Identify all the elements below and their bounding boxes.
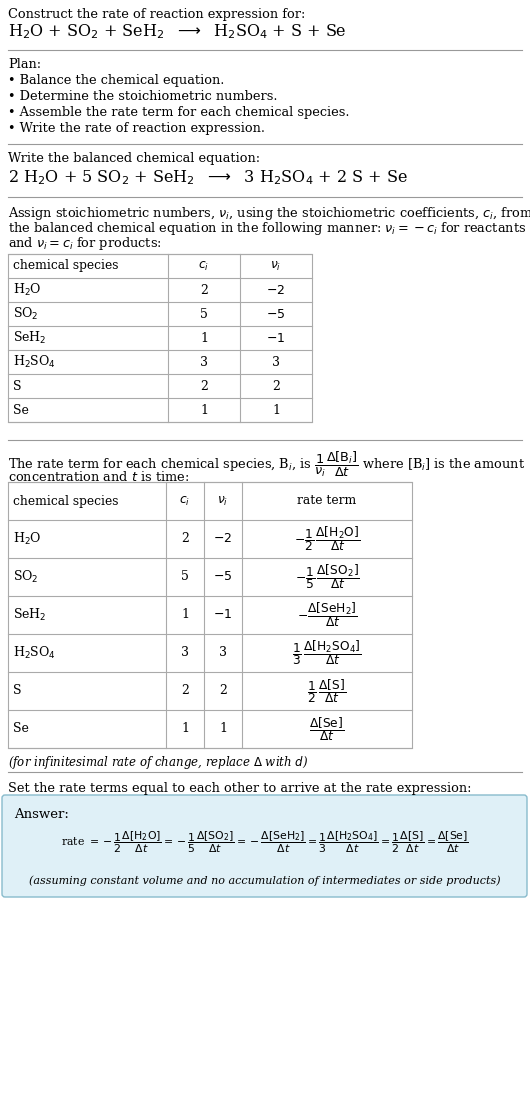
Text: Answer:: Answer: (14, 808, 69, 821)
Text: $c_i$: $c_i$ (180, 495, 190, 507)
Text: $\dfrac{\Delta[\mathrm{Se}]}{\Delta t}$: $\dfrac{\Delta[\mathrm{Se}]}{\Delta t}$ (310, 715, 344, 743)
Text: 3: 3 (219, 646, 227, 659)
Bar (8, 254, 312, 421)
Text: SeH$_2$: SeH$_2$ (13, 607, 47, 623)
Text: chemical species: chemical species (13, 259, 119, 272)
Text: H$_2$SO$_4$: H$_2$SO$_4$ (13, 645, 56, 661)
Text: 1: 1 (272, 404, 280, 417)
Text: 2: 2 (200, 379, 208, 393)
Text: • Determine the stoichiometric numbers.: • Determine the stoichiometric numbers. (8, 90, 278, 103)
Text: $-1$: $-1$ (214, 608, 233, 622)
Text: Se: Se (13, 723, 29, 735)
Text: 2: 2 (272, 379, 280, 393)
Text: 1: 1 (181, 723, 189, 735)
Text: $-5$: $-5$ (267, 308, 286, 320)
Text: Assign stoichiometric numbers, $\nu_i$, using the stoichiometric coefficients, $: Assign stoichiometric numbers, $\nu_i$, … (8, 205, 530, 222)
FancyBboxPatch shape (2, 795, 527, 897)
Text: $-2$: $-2$ (214, 533, 233, 546)
Text: $c_i$: $c_i$ (198, 259, 209, 272)
Text: Construct the rate of reaction expression for:: Construct the rate of reaction expressio… (8, 8, 305, 21)
Text: 3: 3 (272, 356, 280, 368)
Text: • Balance the chemical equation.: • Balance the chemical equation. (8, 75, 224, 87)
Text: • Write the rate of reaction expression.: • Write the rate of reaction expression. (8, 122, 265, 135)
Text: • Assemble the rate term for each chemical species.: • Assemble the rate term for each chemic… (8, 106, 349, 119)
Text: and $\nu_i = c_i$ for products:: and $\nu_i = c_i$ for products: (8, 235, 162, 252)
Text: $-5$: $-5$ (214, 570, 233, 584)
Text: Set the rate terms equal to each other to arrive at the rate expression:: Set the rate terms equal to each other t… (8, 782, 472, 795)
Text: $\dfrac{1}{2}\,\dfrac{\Delta[\mathrm{S}]}{\Delta t}$: $\dfrac{1}{2}\,\dfrac{\Delta[\mathrm{S}]… (307, 677, 347, 705)
Text: 1: 1 (181, 608, 189, 622)
Text: rate $= -\dfrac{1}{2}\dfrac{\Delta[\mathrm{H_2O}]}{\Delta t} = -\dfrac{1}{5}\dfr: rate $= -\dfrac{1}{2}\dfrac{\Delta[\math… (61, 830, 469, 855)
Text: (for infinitesimal rate of change, replace $\Delta$ with $d$): (for infinitesimal rate of change, repla… (8, 754, 308, 771)
Text: S: S (13, 379, 22, 393)
Text: Plan:: Plan: (8, 58, 41, 71)
Text: SeH$_2$: SeH$_2$ (13, 330, 47, 346)
Text: H$_2$SO$_4$: H$_2$SO$_4$ (13, 354, 56, 370)
Text: concentration and $t$ is time:: concentration and $t$ is time: (8, 470, 189, 484)
Text: 1: 1 (200, 404, 208, 417)
Text: 5: 5 (181, 570, 189, 584)
Text: chemical species: chemical species (13, 495, 119, 507)
Text: SO$_2$: SO$_2$ (13, 569, 39, 585)
Text: H$_2$O: H$_2$O (13, 282, 41, 298)
Text: S: S (13, 685, 22, 697)
Text: SO$_2$: SO$_2$ (13, 306, 39, 322)
Text: H$_2$O: H$_2$O (13, 530, 41, 547)
Text: 2: 2 (200, 284, 208, 297)
Text: $\nu_i$: $\nu_i$ (217, 495, 228, 507)
Text: $-1$: $-1$ (267, 331, 286, 345)
Text: $-\dfrac{1}{2}\,\dfrac{\Delta[\mathrm{H_2O}]}{\Delta t}$: $-\dfrac{1}{2}\,\dfrac{\Delta[\mathrm{H_… (294, 525, 360, 554)
Text: 2: 2 (181, 685, 189, 697)
Text: 5: 5 (200, 308, 208, 320)
Text: 3: 3 (181, 646, 189, 659)
Text: Se: Se (13, 404, 29, 417)
Text: 2 H$_2$O + 5 SO$_2$ + SeH$_2$  $\longrightarrow$  3 H$_2$SO$_4$ + 2 S + Se: 2 H$_2$O + 5 SO$_2$ + SeH$_2$ $\longrigh… (8, 168, 408, 187)
Text: the balanced chemical equation in the following manner: $\nu_i = -c_i$ for react: the balanced chemical equation in the fo… (8, 220, 526, 237)
Text: 3: 3 (200, 356, 208, 368)
Text: 1: 1 (219, 723, 227, 735)
Text: rate term: rate term (297, 495, 357, 507)
Text: $\dfrac{1}{3}\,\dfrac{\Delta[\mathrm{H_2SO_4}]}{\Delta t}$: $\dfrac{1}{3}\,\dfrac{\Delta[\mathrm{H_2… (292, 638, 362, 667)
Text: (assuming constant volume and no accumulation of intermediates or side products): (assuming constant volume and no accumul… (29, 875, 501, 886)
Bar (8, 481, 412, 748)
Text: 1: 1 (200, 331, 208, 345)
Text: 2: 2 (181, 533, 189, 546)
Text: Write the balanced chemical equation:: Write the balanced chemical equation: (8, 152, 260, 165)
Text: $-\dfrac{\Delta[\mathrm{SeH_2}]}{\Delta t}$: $-\dfrac{\Delta[\mathrm{SeH_2}]}{\Delta … (297, 600, 357, 629)
Text: $\nu_i$: $\nu_i$ (270, 259, 281, 272)
Text: 2: 2 (219, 685, 227, 697)
Text: The rate term for each chemical species, B$_i$, is $\dfrac{1}{\nu_i}\dfrac{\Delt: The rate term for each chemical species,… (8, 450, 525, 479)
Text: $-2$: $-2$ (267, 284, 286, 297)
Text: $-\dfrac{1}{5}\,\dfrac{\Delta[\mathrm{SO_2}]}{\Delta t}$: $-\dfrac{1}{5}\,\dfrac{\Delta[\mathrm{SO… (295, 563, 359, 592)
Text: H$_2$O + SO$_2$ + SeH$_2$  $\longrightarrow$  H$_2$SO$_4$ + S + Se: H$_2$O + SO$_2$ + SeH$_2$ $\longrightarr… (8, 22, 347, 41)
